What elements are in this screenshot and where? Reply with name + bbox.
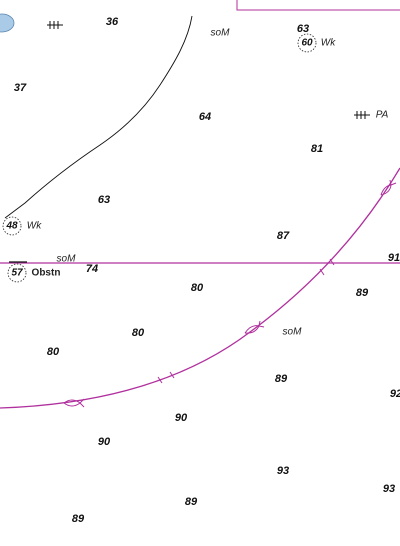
- sounding: 37: [14, 82, 27, 94]
- wreck-symbols: [47, 21, 370, 119]
- sounding: 90: [175, 412, 188, 424]
- sounding: 81: [311, 143, 323, 155]
- sounding: 89: [356, 287, 369, 299]
- crossings: [157, 258, 335, 384]
- wreck-circle: [2, 216, 22, 236]
- sounding: 87: [277, 230, 290, 242]
- sounding: 64: [199, 111, 211, 123]
- boundary-arc: [0, 167, 400, 409]
- soundings: 36 63 37 64 81 63 87 91 74 80 89 80 80 8…: [14, 16, 400, 525]
- sounding: 63: [297, 23, 309, 35]
- depth-contour: [4, 15, 193, 219]
- wreck-depth: 48: [5, 221, 18, 232]
- seabed-label: soM: [211, 28, 231, 39]
- seabed-label: soM: [57, 254, 77, 265]
- sounding: 93: [383, 483, 395, 495]
- boundary-box: [236, 0, 400, 11]
- fishing-symbols: [63, 179, 397, 408]
- sounding: 80: [191, 282, 204, 294]
- wreck-depth: 60: [301, 38, 313, 49]
- seabed-label: soM: [283, 327, 303, 338]
- sounding: 89: [72, 513, 85, 525]
- lake: [0, 13, 15, 33]
- sounding: 89: [275, 373, 288, 385]
- obstruction-label: Obstn: [32, 268, 61, 279]
- sounding: 80: [47, 346, 60, 358]
- wreck-circle: [297, 33, 317, 53]
- sounding: 93: [277, 465, 289, 477]
- obstruction-depth: 57: [11, 268, 23, 279]
- obstruction-circle: [7, 263, 27, 283]
- position-note: PA: [376, 110, 389, 121]
- sounding: 90: [98, 436, 111, 448]
- sounding: 63: [98, 194, 110, 206]
- wreck-label: Wk: [321, 38, 336, 49]
- sounding: 80: [132, 327, 145, 339]
- wreck-label: Wk: [27, 221, 42, 232]
- sounding: 92: [390, 388, 400, 400]
- sounding: 36: [106, 16, 119, 28]
- sounding: 89: [185, 496, 198, 508]
- sounding: 74: [86, 263, 98, 275]
- sounding: 91: [388, 252, 400, 264]
